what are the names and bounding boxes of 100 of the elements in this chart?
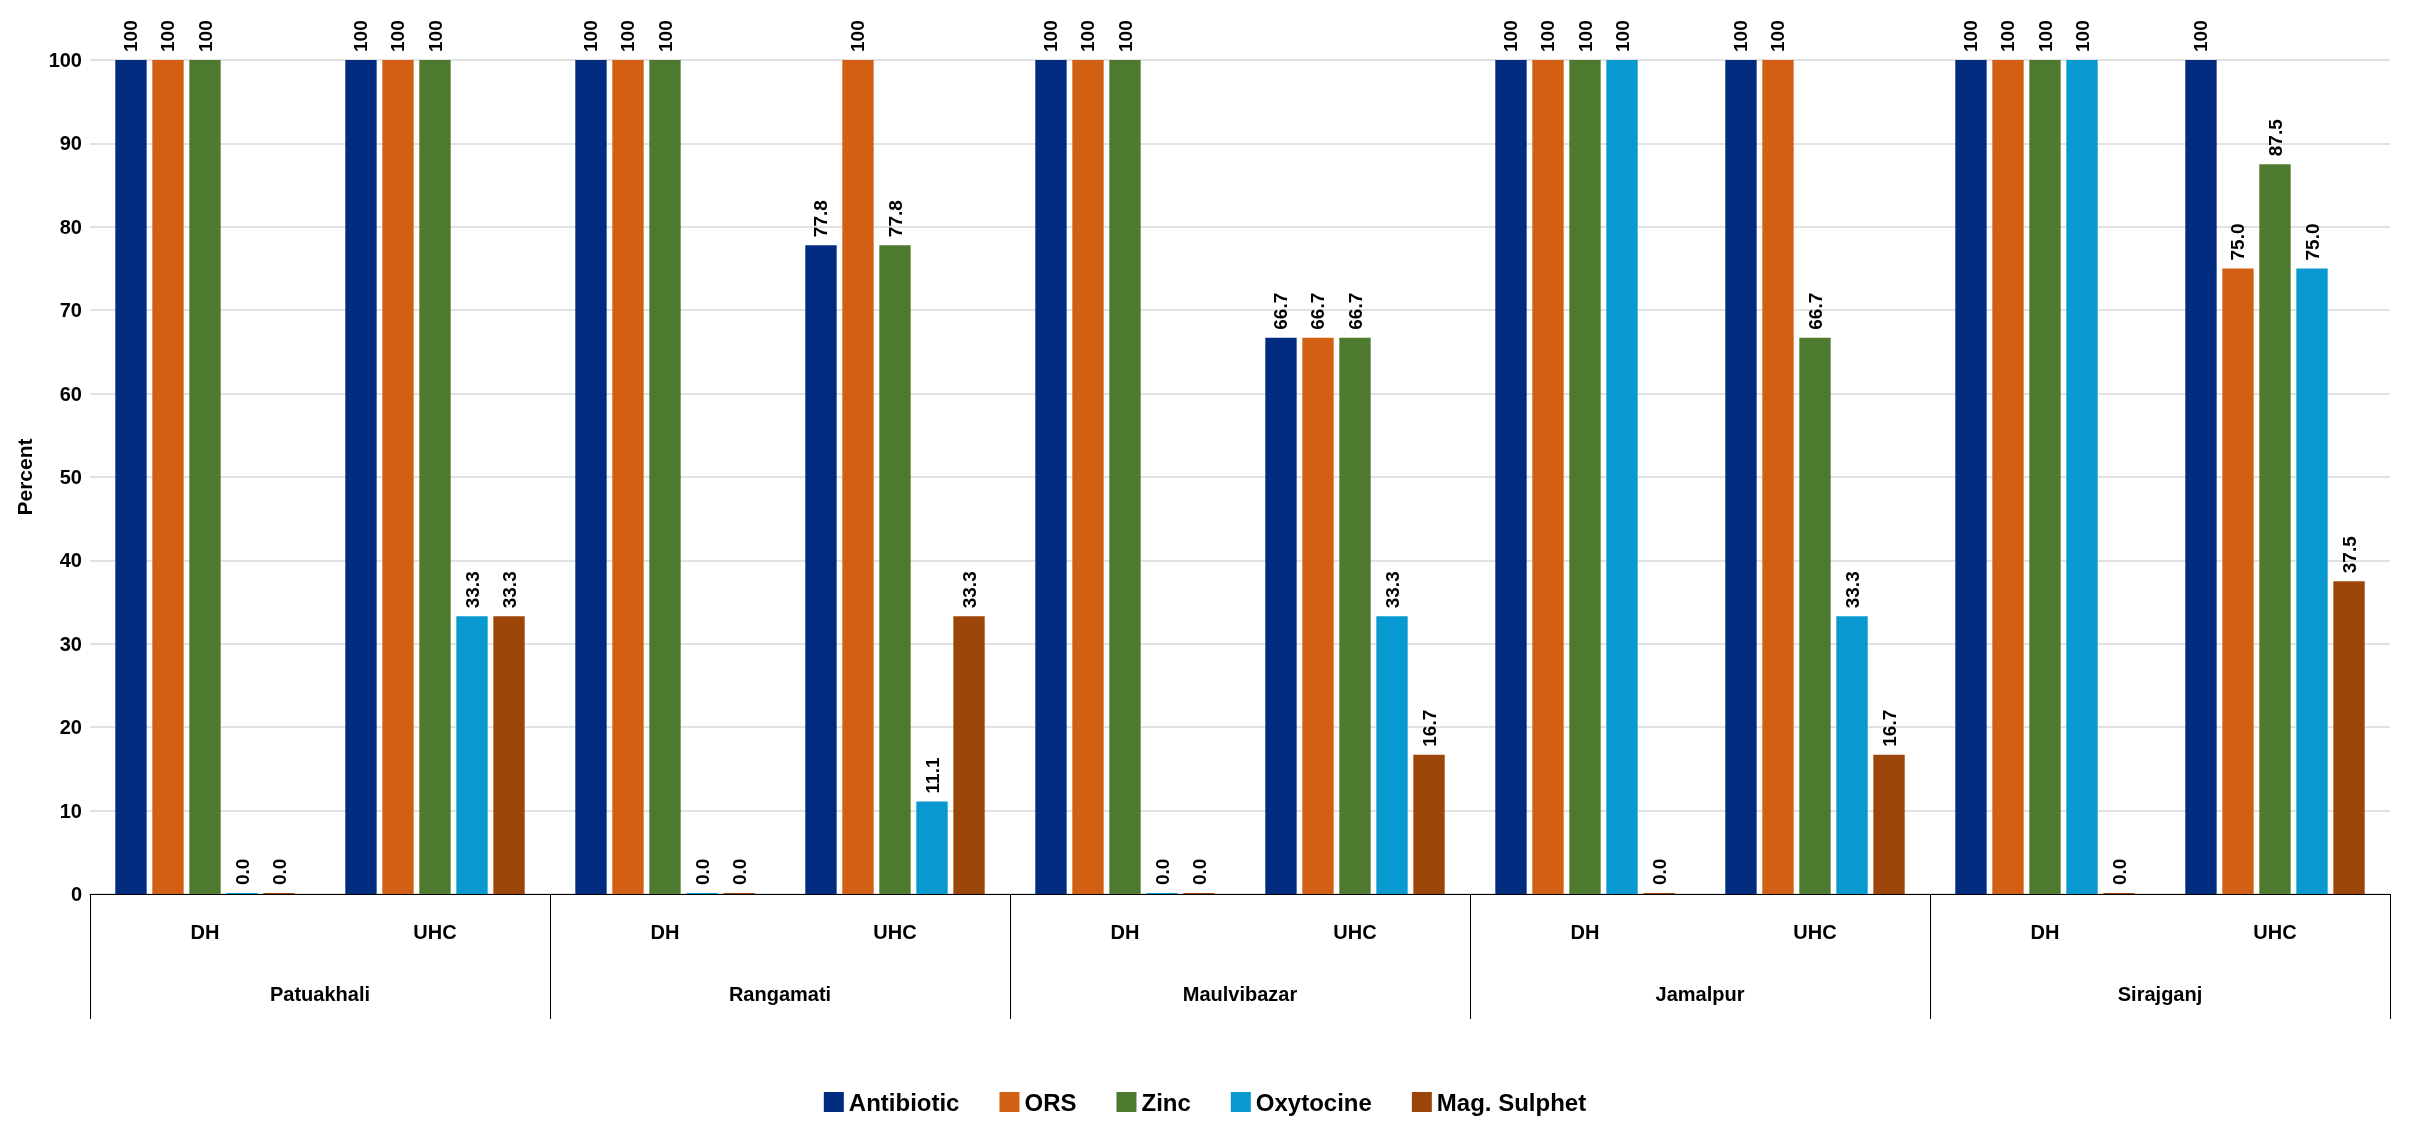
legend-label: Oxytocine — [1255, 1088, 1372, 1116]
text: Rangamati — [728, 983, 832, 1005]
y-tick-label: 30 — [59, 632, 82, 655]
data-label: 100 — [157, 20, 179, 52]
data-label: 100 — [1537, 20, 1559, 52]
bar — [2185, 60, 2217, 894]
data-label: 100 — [1500, 20, 1522, 52]
x-tick-label: UHC — [413, 921, 457, 943]
text: Sirajganj — [2117, 983, 2203, 1005]
data-label: 100 — [1997, 20, 2019, 52]
bar — [1606, 60, 1638, 894]
bar — [1265, 337, 1297, 894]
bar — [1569, 60, 1601, 894]
legend-label: Zinc — [1141, 1088, 1191, 1116]
bar — [1339, 337, 1371, 894]
data-label: 100 — [1611, 20, 1633, 52]
data-label: 100 — [1574, 20, 1596, 52]
bar — [189, 60, 221, 894]
bar — [575, 60, 607, 894]
data-label: 77.8 — [884, 200, 906, 238]
data-label: 100 — [654, 20, 676, 52]
y-tick-label: 20 — [59, 716, 82, 739]
text: Maulvibazar — [1182, 983, 1298, 1005]
bar — [2222, 268, 2254, 894]
data-label: 100 — [1114, 20, 1136, 52]
data-label: 66.7 — [1307, 292, 1329, 330]
data-label: 11.1 — [921, 757, 943, 794]
data-label: 33.3 — [958, 571, 980, 609]
data-label: 66.7 — [1804, 292, 1826, 330]
legend-label: Mag. Sulphet — [1436, 1088, 1587, 1116]
bar — [345, 60, 377, 894]
data-label: 100 — [1077, 20, 1099, 52]
x-tick-label: UHC — [873, 921, 917, 943]
bar — [1302, 337, 1334, 894]
data-label: 16.7 — [1878, 709, 1900, 747]
bar — [493, 616, 525, 894]
data-label: 100 — [617, 20, 639, 52]
bar — [2333, 581, 2365, 894]
data-label: 0.0 — [231, 858, 253, 885]
bar — [419, 60, 451, 894]
data-label: 100 — [1767, 20, 1789, 52]
data-label: 100 — [580, 20, 602, 52]
bar — [115, 60, 147, 894]
text: Jamalpur — [1655, 983, 1745, 1005]
bar — [1992, 60, 2024, 894]
data-label: 0.0 — [691, 858, 713, 885]
x-tick-label: DH — [190, 921, 220, 943]
data-label: 100 — [847, 20, 869, 52]
x-tick-label: DH — [1110, 921, 1140, 943]
bar — [805, 245, 837, 894]
data-label: 0.0 — [268, 858, 290, 885]
data-label: 75.0 — [2227, 223, 2249, 261]
bar — [916, 801, 948, 894]
data-label: 33.3 — [1841, 571, 1863, 609]
bar — [1836, 616, 1868, 894]
bar — [1072, 60, 1104, 894]
x-tick-label: DH — [2030, 921, 2060, 943]
data-label: 100 — [2190, 20, 2212, 52]
x-tick-label: UHC — [1333, 921, 1377, 943]
data-label: 0.0 — [1151, 858, 1173, 885]
data-label: 100 — [1960, 20, 1982, 52]
y-tick-label: 60 — [59, 382, 82, 405]
bar — [879, 245, 911, 894]
data-label: 66.7 — [1344, 292, 1366, 330]
bar — [152, 60, 184, 894]
data-label: 77.8 — [810, 200, 832, 238]
y-axis-title: Percent — [13, 438, 36, 516]
bar — [1035, 60, 1067, 894]
bar — [2066, 60, 2098, 894]
text: Patuakhali — [269, 983, 371, 1005]
y-tick-label: 0 — [70, 883, 82, 905]
bar — [1762, 60, 1794, 894]
bar — [1955, 60, 1987, 894]
data-label: 37.5 — [2338, 535, 2360, 574]
data-label: 66.7 — [1270, 292, 1292, 330]
data-label: 100 — [424, 20, 446, 52]
bar — [2296, 268, 2328, 894]
bar — [1376, 616, 1408, 894]
data-label: 0.0 — [1648, 858, 1670, 885]
data-label: 100 — [1040, 20, 1062, 52]
bar — [2029, 60, 2061, 894]
bar — [1532, 60, 1564, 894]
y-tick-label: 10 — [59, 799, 82, 822]
data-label: 100 — [387, 20, 409, 52]
bar — [456, 616, 488, 894]
x-tick-label: DH — [1570, 921, 1600, 943]
x-tick-label: UHC — [1793, 921, 1837, 943]
data-label: 100 — [194, 20, 216, 52]
y-tick-label: 80 — [59, 215, 82, 238]
bar — [612, 60, 644, 894]
bar — [1799, 337, 1831, 894]
bar — [1495, 60, 1527, 894]
y-tick-label: 50 — [59, 466, 82, 488]
data-label: 33.3 — [498, 571, 520, 609]
data-label: 0.0 — [2108, 858, 2130, 885]
bar — [382, 60, 414, 894]
y-tick-label: 70 — [59, 299, 82, 322]
bar — [842, 60, 874, 894]
legend-label: ORS — [1024, 1088, 1077, 1116]
bar — [1413, 754, 1445, 894]
